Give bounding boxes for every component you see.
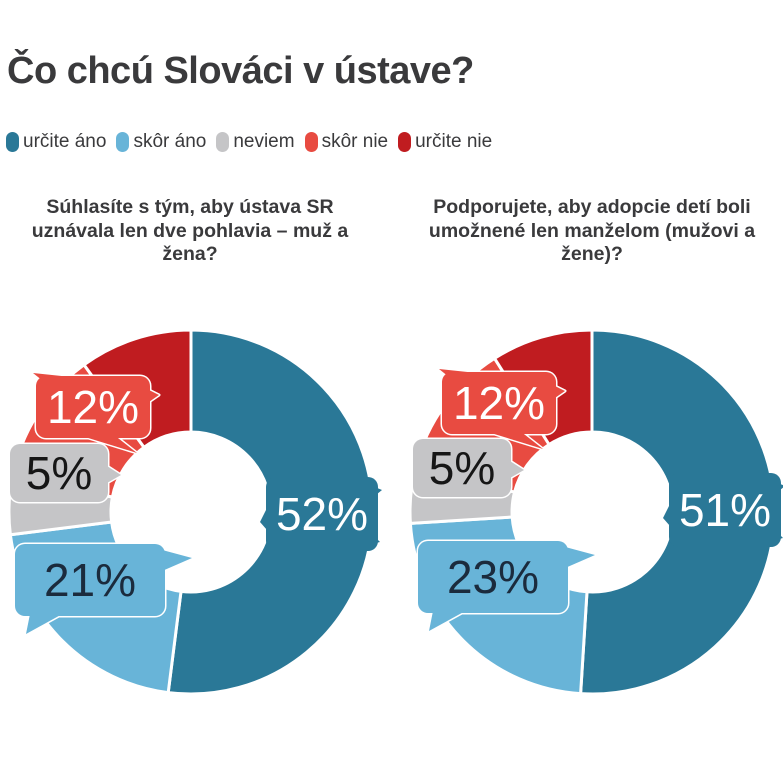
question-right: Podporujete, aby adopcie detí boli umožn… — [428, 196, 756, 265]
question-left: Súhlasíte s tým, aby ústava SR uznávala … — [31, 196, 349, 265]
legend-label: neviem — [233, 131, 295, 152]
legend-item-skor-nie: skôr nie — [304, 131, 389, 153]
chart-0-label-bubble-0: 52% — [260, 477, 382, 551]
legend-label: skôr nie — [321, 131, 389, 152]
chart-1-label-bubble-3: 12% — [437, 367, 567, 451]
legend-swatch-urcite-nie — [398, 132, 412, 152]
legend-item-urcite-ano: určite áno — [6, 131, 106, 153]
chart-1-label-bubble-1: 23% — [416, 539, 597, 633]
chart-1-percent-label-0: 51% — [679, 484, 771, 536]
chart-0-percent-label-2: 5% — [26, 447, 92, 499]
chart-0-label-bubble-2: 5% — [8, 442, 123, 504]
donut-chart-1: 51% 23% 5% 12% — [408, 328, 783, 696]
legend-item-skor-ano: skôr áno — [116, 131, 206, 153]
legend-label: skôr áno — [133, 131, 207, 152]
chart-0-percent-label-1: 21% — [44, 554, 136, 606]
chart-0-label-bubble-3: 12% — [31, 371, 161, 455]
legend-swatch-neviem — [216, 132, 230, 152]
legend-swatch-urcite-ano — [6, 132, 19, 152]
legend-label: určite nie — [415, 131, 493, 152]
legend-item-neviem: neviem — [216, 131, 295, 153]
chart-0-percent-label-0: 52% — [276, 488, 368, 540]
chart-1-percent-label-2: 5% — [429, 442, 495, 494]
chart-1-label-bubble-2: 5% — [411, 437, 526, 499]
chart-0-percent-label-3: 12% — [47, 381, 139, 433]
chart-1-label-bubble-0: 51% — [663, 473, 783, 547]
chart-1-percent-label-3: 12% — [453, 377, 545, 429]
chart-0-label-bubble-1: 21% — [13, 542, 194, 636]
legend: určite áno skôr áno neviem skôr nie urči… — [6, 131, 492, 153]
legend-swatch-skor-nie — [304, 132, 318, 152]
legend-item-urcite-nie: určite nie — [398, 131, 492, 153]
donut-chart-0: 52% 21% 5% 12% — [7, 328, 382, 696]
legend-swatch-skor-ano — [116, 132, 130, 152]
page-title: Čo chcú Slováci v ústave? — [7, 50, 474, 92]
chart-1-percent-label-1: 23% — [447, 551, 539, 603]
legend-label: určite áno — [23, 131, 107, 152]
